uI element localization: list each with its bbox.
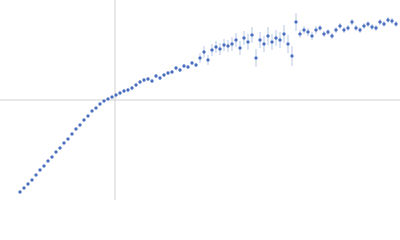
data-point <box>22 186 26 190</box>
data-point <box>94 106 98 110</box>
data-point <box>294 20 298 24</box>
data-point <box>150 79 154 83</box>
data-point <box>338 24 342 28</box>
data-point <box>70 132 74 136</box>
data-point <box>218 47 222 51</box>
data-point <box>318 26 322 30</box>
data-point <box>30 178 34 182</box>
data-point <box>370 25 374 29</box>
chart <box>0 0 400 200</box>
data-point <box>122 89 126 93</box>
data-point <box>134 83 138 87</box>
data-point <box>234 38 238 42</box>
data-point <box>390 19 394 23</box>
data-point <box>178 68 182 72</box>
data-point <box>38 168 42 172</box>
data-point <box>302 28 306 32</box>
data-point <box>242 36 246 40</box>
data-point <box>142 78 146 82</box>
data-point <box>18 190 22 194</box>
data-point <box>78 123 82 127</box>
data-point <box>34 173 38 177</box>
data-point <box>322 32 326 36</box>
data-point <box>230 42 234 46</box>
data-point <box>330 34 334 38</box>
data-point <box>154 74 158 78</box>
data-point <box>350 20 354 24</box>
data-point <box>382 22 386 26</box>
data-point <box>58 146 62 150</box>
data-point <box>346 26 350 30</box>
data-point <box>50 155 54 159</box>
data-point <box>258 38 262 42</box>
data-point <box>274 36 278 40</box>
data-point <box>46 159 50 163</box>
data-point <box>202 50 206 54</box>
data-point <box>90 109 94 113</box>
data-point <box>166 71 170 75</box>
data-point <box>198 56 202 60</box>
data-point <box>54 150 58 154</box>
data-point <box>374 26 378 30</box>
data-point <box>102 99 106 103</box>
data-point <box>214 45 218 49</box>
data-point <box>262 42 266 46</box>
data-point <box>138 80 142 84</box>
data-point <box>238 46 242 50</box>
data-point <box>126 88 130 92</box>
data-point <box>62 141 66 145</box>
data-point <box>246 40 250 44</box>
data-point <box>270 40 274 44</box>
data-point <box>386 18 390 22</box>
data-point <box>286 42 290 46</box>
data-point <box>222 43 226 47</box>
data-point <box>250 33 254 37</box>
data-point <box>310 34 314 38</box>
data-point <box>366 22 370 26</box>
data-point <box>170 70 174 74</box>
data-point <box>358 28 362 32</box>
data-point <box>74 127 78 131</box>
data-point <box>254 56 258 60</box>
data-point <box>82 118 86 122</box>
data-point <box>182 64 186 68</box>
data-point <box>394 22 398 26</box>
data-point <box>130 86 134 90</box>
data-point <box>162 73 166 77</box>
data-point <box>266 34 270 38</box>
data-point <box>174 66 178 70</box>
data-point <box>146 77 150 81</box>
data-point <box>206 58 210 62</box>
data-point <box>106 97 110 101</box>
data-point <box>158 76 162 80</box>
data-point <box>186 65 190 69</box>
data-point <box>118 91 122 95</box>
data-point <box>110 95 114 99</box>
data-point <box>362 24 366 28</box>
data-point <box>298 32 302 36</box>
data-point <box>354 26 358 30</box>
data-point <box>334 28 338 32</box>
data-point <box>278 38 282 42</box>
data-point <box>282 32 286 36</box>
data-point <box>98 102 102 106</box>
data-point <box>42 164 46 168</box>
data-point <box>290 54 294 58</box>
data-point <box>378 20 382 24</box>
data-point <box>210 48 214 52</box>
data-point <box>226 44 230 48</box>
data-point <box>194 63 198 67</box>
data-point <box>114 93 118 97</box>
data-point <box>306 30 310 34</box>
data-point <box>314 28 318 32</box>
data-point <box>342 28 346 32</box>
data-point <box>86 114 90 118</box>
data-point <box>190 61 194 65</box>
data-point <box>326 30 330 34</box>
data-point <box>66 137 70 141</box>
data-point <box>26 182 30 186</box>
